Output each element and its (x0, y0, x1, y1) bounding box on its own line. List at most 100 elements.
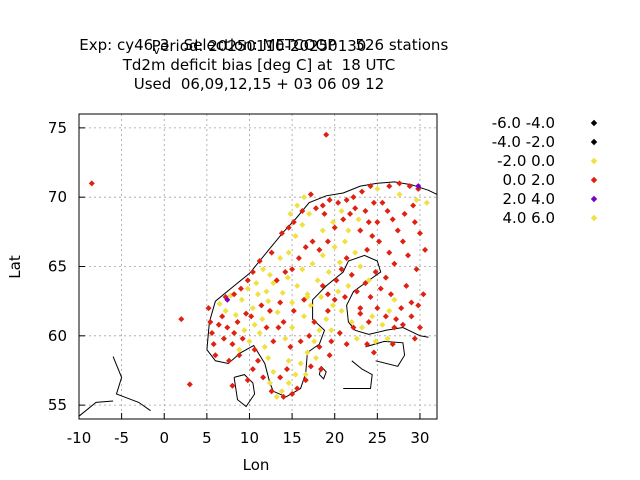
data-point (408, 313, 415, 320)
data-point (278, 388, 285, 395)
data-point (273, 393, 280, 400)
coastline-segment (233, 374, 256, 408)
coastline (79, 181, 437, 417)
data-point (319, 227, 326, 234)
data-point (326, 196, 333, 203)
data-point (224, 324, 231, 331)
data-point (364, 341, 371, 348)
data-point (345, 282, 352, 289)
plot-frame (78, 113, 438, 420)
data-point (229, 382, 236, 389)
data-point (289, 266, 296, 273)
data-point (316, 343, 323, 350)
data-point (261, 343, 268, 350)
data-point (297, 338, 304, 345)
data-point (265, 298, 272, 305)
data-point (294, 202, 301, 209)
data-point (365, 318, 372, 325)
data-point (249, 305, 256, 312)
data-point (312, 205, 319, 212)
data-point (364, 246, 371, 253)
legend: -6.0 -4.0-4.0 -2.0-2.0 0.00.0 2.02.0 4.0… (492, 114, 598, 227)
data-point (374, 219, 381, 226)
x-tick-label: 0 (159, 429, 169, 447)
y-tick-label: 60 (48, 327, 67, 345)
data-point (336, 259, 343, 266)
data-point (299, 221, 306, 228)
data-point (384, 335, 391, 342)
data-point (287, 343, 294, 350)
data-point (416, 230, 423, 237)
data-point (229, 341, 236, 348)
data-point (316, 246, 323, 253)
data-point (394, 227, 401, 234)
title-exp-subscript: v (153, 44, 160, 57)
data-point (399, 238, 406, 245)
data-point (343, 341, 350, 348)
data-point (386, 249, 393, 256)
legend-label: -4.0 -2.0 (492, 133, 555, 151)
data-point (331, 296, 338, 303)
legend-label: -2.0 0.0 (497, 152, 555, 170)
coastline-segment (318, 365, 327, 380)
data-point (256, 330, 263, 337)
data-point (341, 238, 348, 245)
x-tick-label: 10 (240, 429, 259, 447)
data-point (246, 338, 253, 345)
data-point (357, 263, 364, 270)
data-point (238, 296, 245, 303)
data-point (408, 299, 415, 306)
legend-label: -6.0 -4.0 (492, 114, 555, 132)
x-tick-label: 15 (283, 429, 302, 447)
data-point (353, 288, 360, 295)
data-point (357, 227, 364, 234)
data-point (389, 216, 396, 223)
data-point (268, 388, 275, 395)
data-point (319, 202, 326, 209)
legend-label: 4.0 6.0 (503, 209, 555, 227)
data-point (295, 255, 302, 262)
legend-label: 2.0 4.0 (503, 190, 555, 208)
title-line-4: Used 06,09,12,15 + 03 06 09 12 (133, 75, 385, 93)
data-point (266, 379, 273, 386)
data-point (215, 321, 222, 328)
data-point (331, 244, 338, 251)
data-point (355, 216, 362, 223)
data-point (365, 277, 372, 284)
data-point (289, 324, 296, 331)
data-point (249, 366, 256, 373)
data-point (282, 269, 289, 276)
data-point (319, 252, 326, 259)
data-point (379, 321, 386, 328)
data-point (253, 280, 260, 287)
coastline-segment (112, 356, 151, 412)
data-point (340, 216, 347, 223)
data-point (287, 210, 294, 217)
data-point (263, 324, 270, 331)
y-tick-label: 70 (48, 188, 67, 206)
y-tick-label: 65 (48, 258, 67, 276)
data-point (270, 338, 277, 345)
data-point (231, 291, 238, 298)
data-point (285, 379, 292, 386)
data-point (285, 357, 292, 364)
data-point (266, 307, 273, 314)
data-point (186, 381, 193, 388)
data-point (232, 312, 239, 319)
data-point (362, 280, 369, 287)
data-point (323, 131, 330, 138)
data-point (304, 349, 311, 356)
data-point (370, 199, 377, 206)
data-point (284, 274, 291, 281)
x-tick-label: 25 (368, 429, 387, 447)
data-point (212, 352, 219, 359)
data-point (266, 271, 273, 278)
data-point (328, 338, 335, 345)
data-point (396, 180, 403, 187)
data-point (297, 360, 304, 367)
data-point (325, 269, 332, 276)
data-point (306, 332, 313, 339)
data-point (336, 330, 343, 337)
data-point (285, 224, 292, 231)
data-point (178, 316, 185, 323)
